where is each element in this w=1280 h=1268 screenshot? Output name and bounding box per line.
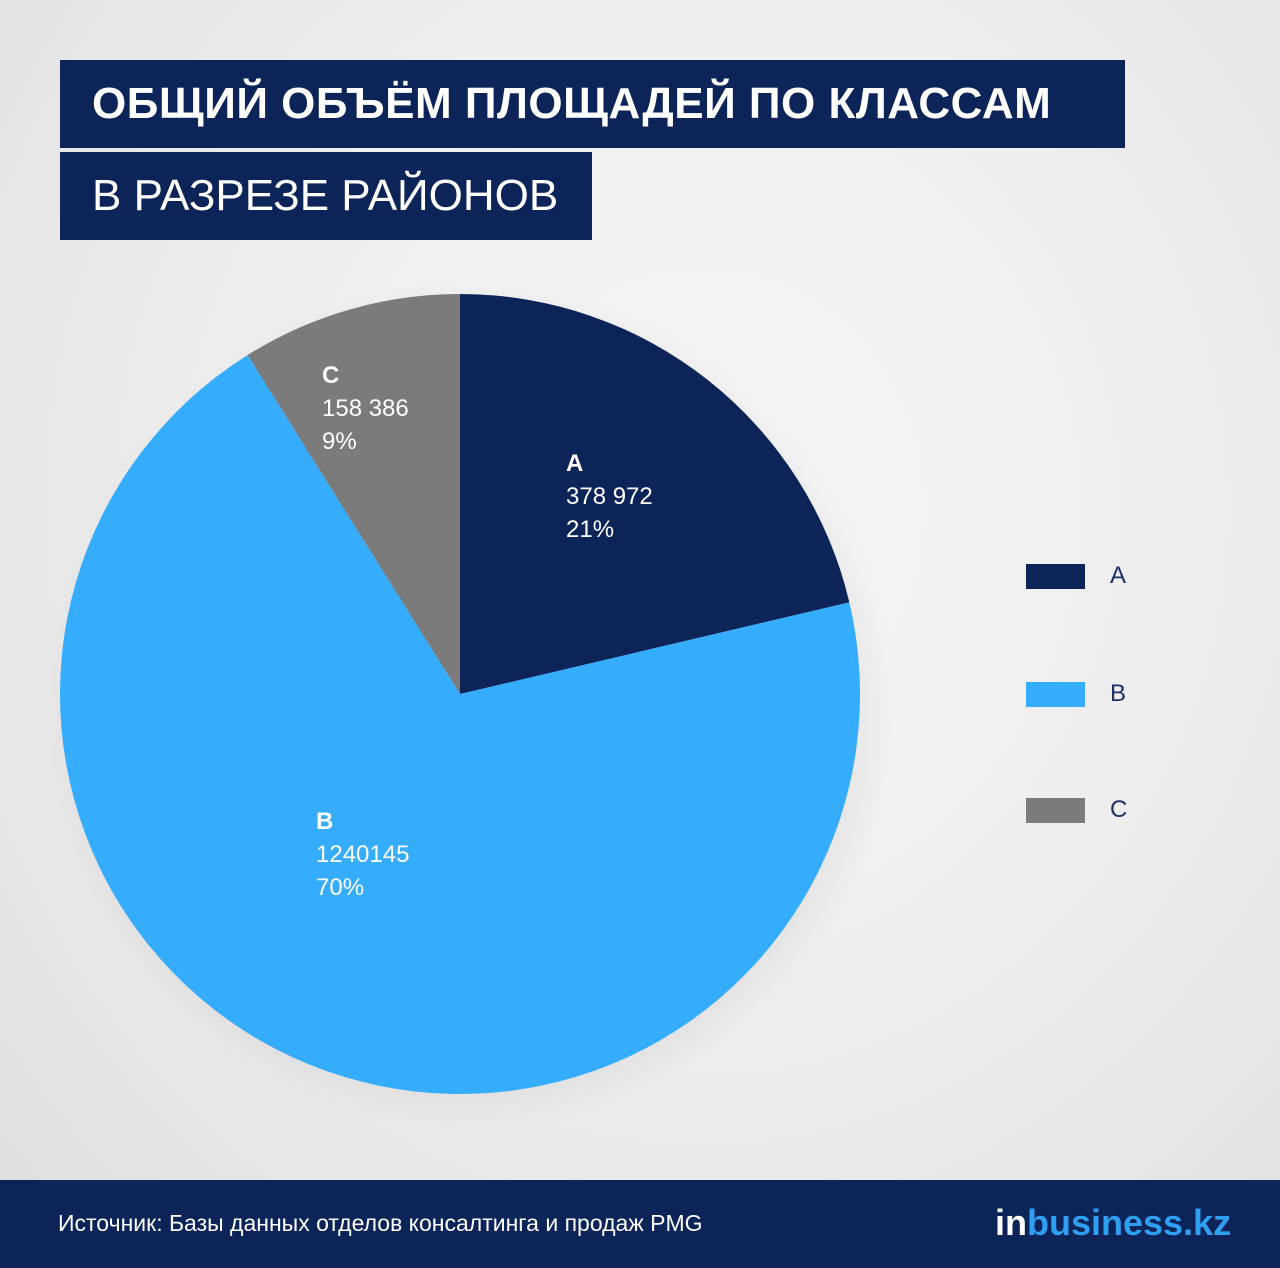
legend-label-c: C	[1110, 796, 1128, 823]
slice-label-b: B 1240145 70%	[316, 805, 409, 904]
legend-label-a: A	[1110, 562, 1127, 589]
pie-chart	[45, 280, 895, 1130]
slice-a-value: 378 972	[566, 483, 653, 510]
slice-label-a: A 378 972 21%	[566, 447, 653, 546]
subtitle-banner: В РАЗРЕЗЕ РАЙОНОВ	[60, 152, 592, 240]
slice-a-category: A	[566, 450, 584, 477]
logo-rest: business.kz	[1027, 1202, 1232, 1243]
legend-label-b: B	[1110, 680, 1127, 707]
chart-subtitle: В РАЗРЕЗЕ РАЙОНОВ	[92, 171, 559, 220]
logo-in: in	[995, 1202, 1027, 1243]
slice-a-percent: 21%	[566, 516, 615, 543]
slice-b-category: B	[316, 808, 334, 835]
pie-slice-b	[59, 355, 860, 1094]
legend-item-b: B	[1026, 678, 1226, 708]
footer-bar: Источник: Базы данных отделов консалтинг…	[0, 1180, 1280, 1268]
legend-swatch-b	[1026, 682, 1085, 707]
legend-item-c: C	[1026, 794, 1226, 824]
pie-slice-c	[247, 294, 460, 694]
slice-c-percent: 9%	[322, 428, 357, 455]
site-logo[interactable]: inbusiness.kz	[995, 1202, 1231, 1244]
slice-b-value: 1240145	[316, 841, 410, 868]
legend-swatch-c	[1026, 798, 1085, 823]
title-banner: ОБЩИЙ ОБЪЁМ ПЛОЩАДЕЙ ПО КЛАССАМ	[60, 60, 1125, 148]
slice-c-value: 158 386	[322, 395, 409, 422]
pie-slice-a	[460, 294, 850, 694]
slice-label-c: C 158 386 9%	[322, 359, 409, 458]
legend-swatch-a	[1026, 564, 1085, 589]
legend-item-a: A	[1026, 560, 1226, 590]
slice-c-category: C	[322, 362, 340, 389]
slice-b-percent: 70%	[316, 874, 365, 901]
chart-title: ОБЩИЙ ОБЪЁМ ПЛОЩАДЕЙ ПО КЛАССАМ	[92, 79, 1052, 128]
source-text: Источник: Базы данных отделов консалтинг…	[58, 1210, 703, 1236]
